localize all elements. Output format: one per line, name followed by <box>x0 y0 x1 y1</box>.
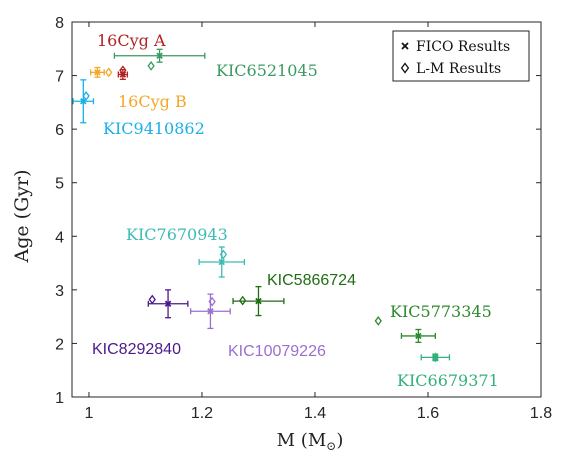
y-tick-label: 4 <box>55 229 64 246</box>
star-kic5866724: KIC5866724 <box>232 272 356 317</box>
star-label: KIC6679371 <box>397 371 499 390</box>
legend: FICO Results L-M Results <box>392 30 530 82</box>
star-16cyg-b: 16Cyg B <box>89 66 187 111</box>
fico-point-stroke <box>218 258 225 266</box>
fico-point <box>156 52 163 59</box>
star-label: 16Cyg A <box>97 31 166 50</box>
star-label: KIC8292840 <box>92 341 181 358</box>
x-tick-label: 1.8 <box>530 405 552 422</box>
y-tick-label: 6 <box>55 122 64 139</box>
star-kic8292840: KIC8292840 <box>92 289 189 358</box>
fico-point <box>218 258 225 266</box>
star-16cyg-a: 16Cyg A <box>97 31 166 80</box>
lm-point <box>147 61 155 71</box>
legend-x-marker <box>401 42 409 50</box>
star-label: KIC10079226 <box>228 343 326 360</box>
y-axis-label: Age (Gyr) <box>11 170 33 264</box>
x-tick-label: 1.2 <box>191 405 213 422</box>
fico-point-stroke <box>156 52 163 59</box>
legend-x-marker-stroke <box>401 42 409 50</box>
fico-point-stroke <box>164 300 172 308</box>
star-label: KIC9410862 <box>103 119 205 138</box>
x-tick-label: 1 <box>84 405 93 422</box>
fico-point <box>80 98 87 105</box>
legend-label: FICO Results <box>416 39 510 55</box>
legend-diamond-marker <box>400 62 410 74</box>
y-tick-label: 5 <box>55 176 64 193</box>
star-kic6521045: KIC6521045 <box>113 48 318 80</box>
fico-point <box>164 300 172 308</box>
fico-point-stroke <box>80 98 87 105</box>
y-tick-label: 7 <box>55 69 64 86</box>
legend-label: L-M Results <box>416 61 501 77</box>
x-axis-label: M (M⊙) <box>277 430 344 453</box>
fico-point-stroke <box>415 332 422 340</box>
y-tick-label: 3 <box>55 283 64 300</box>
lm-point <box>238 295 247 306</box>
lm-point <box>82 91 90 101</box>
fico-point <box>415 332 422 340</box>
star-label: KIC5773345 <box>390 302 492 321</box>
fico-point <box>255 297 262 305</box>
star-kic10079226: KIC10079226 <box>190 293 326 360</box>
fico-point-stroke <box>255 297 262 305</box>
legend-box <box>392 30 530 82</box>
star-kic6679371: KIC6679371 <box>397 352 499 390</box>
lm-point <box>105 67 113 78</box>
fico-point <box>207 308 214 315</box>
x-tick-label: 1.6 <box>417 405 439 422</box>
lm-point <box>208 296 216 307</box>
y-tick-label: 8 <box>55 15 64 32</box>
star-label: KIC5866724 <box>267 272 356 289</box>
star-label: KIC6521045 <box>216 61 318 80</box>
star-kic5773345: KIC5773345 <box>374 302 492 344</box>
lm-point <box>219 249 228 260</box>
y-tick-label: 1 <box>55 390 64 407</box>
star-label: KIC7670943 <box>126 225 228 244</box>
x-tick-label: 1.4 <box>304 405 326 422</box>
lm-point <box>374 316 382 326</box>
lm-point <box>119 65 127 76</box>
lm-point <box>431 352 439 363</box>
star-label: 16Cyg B <box>118 92 187 111</box>
fico-point <box>94 69 101 76</box>
star-kic9410862: KIC9410862 <box>72 79 205 138</box>
lm-point <box>148 294 156 305</box>
plot-layer: 1 1.2 1.4 1.6 1.8 1 2 3 4 5 6 7 8 16Cyg A 16Cyg B KIC65… <box>55 15 552 422</box>
star-kic7670943: KIC7670943 <box>126 225 245 278</box>
plot-frame <box>71 21 542 398</box>
fico-point-stroke <box>94 69 101 76</box>
y-tick-label: 2 <box>55 336 64 353</box>
fico-point-stroke <box>207 308 214 315</box>
